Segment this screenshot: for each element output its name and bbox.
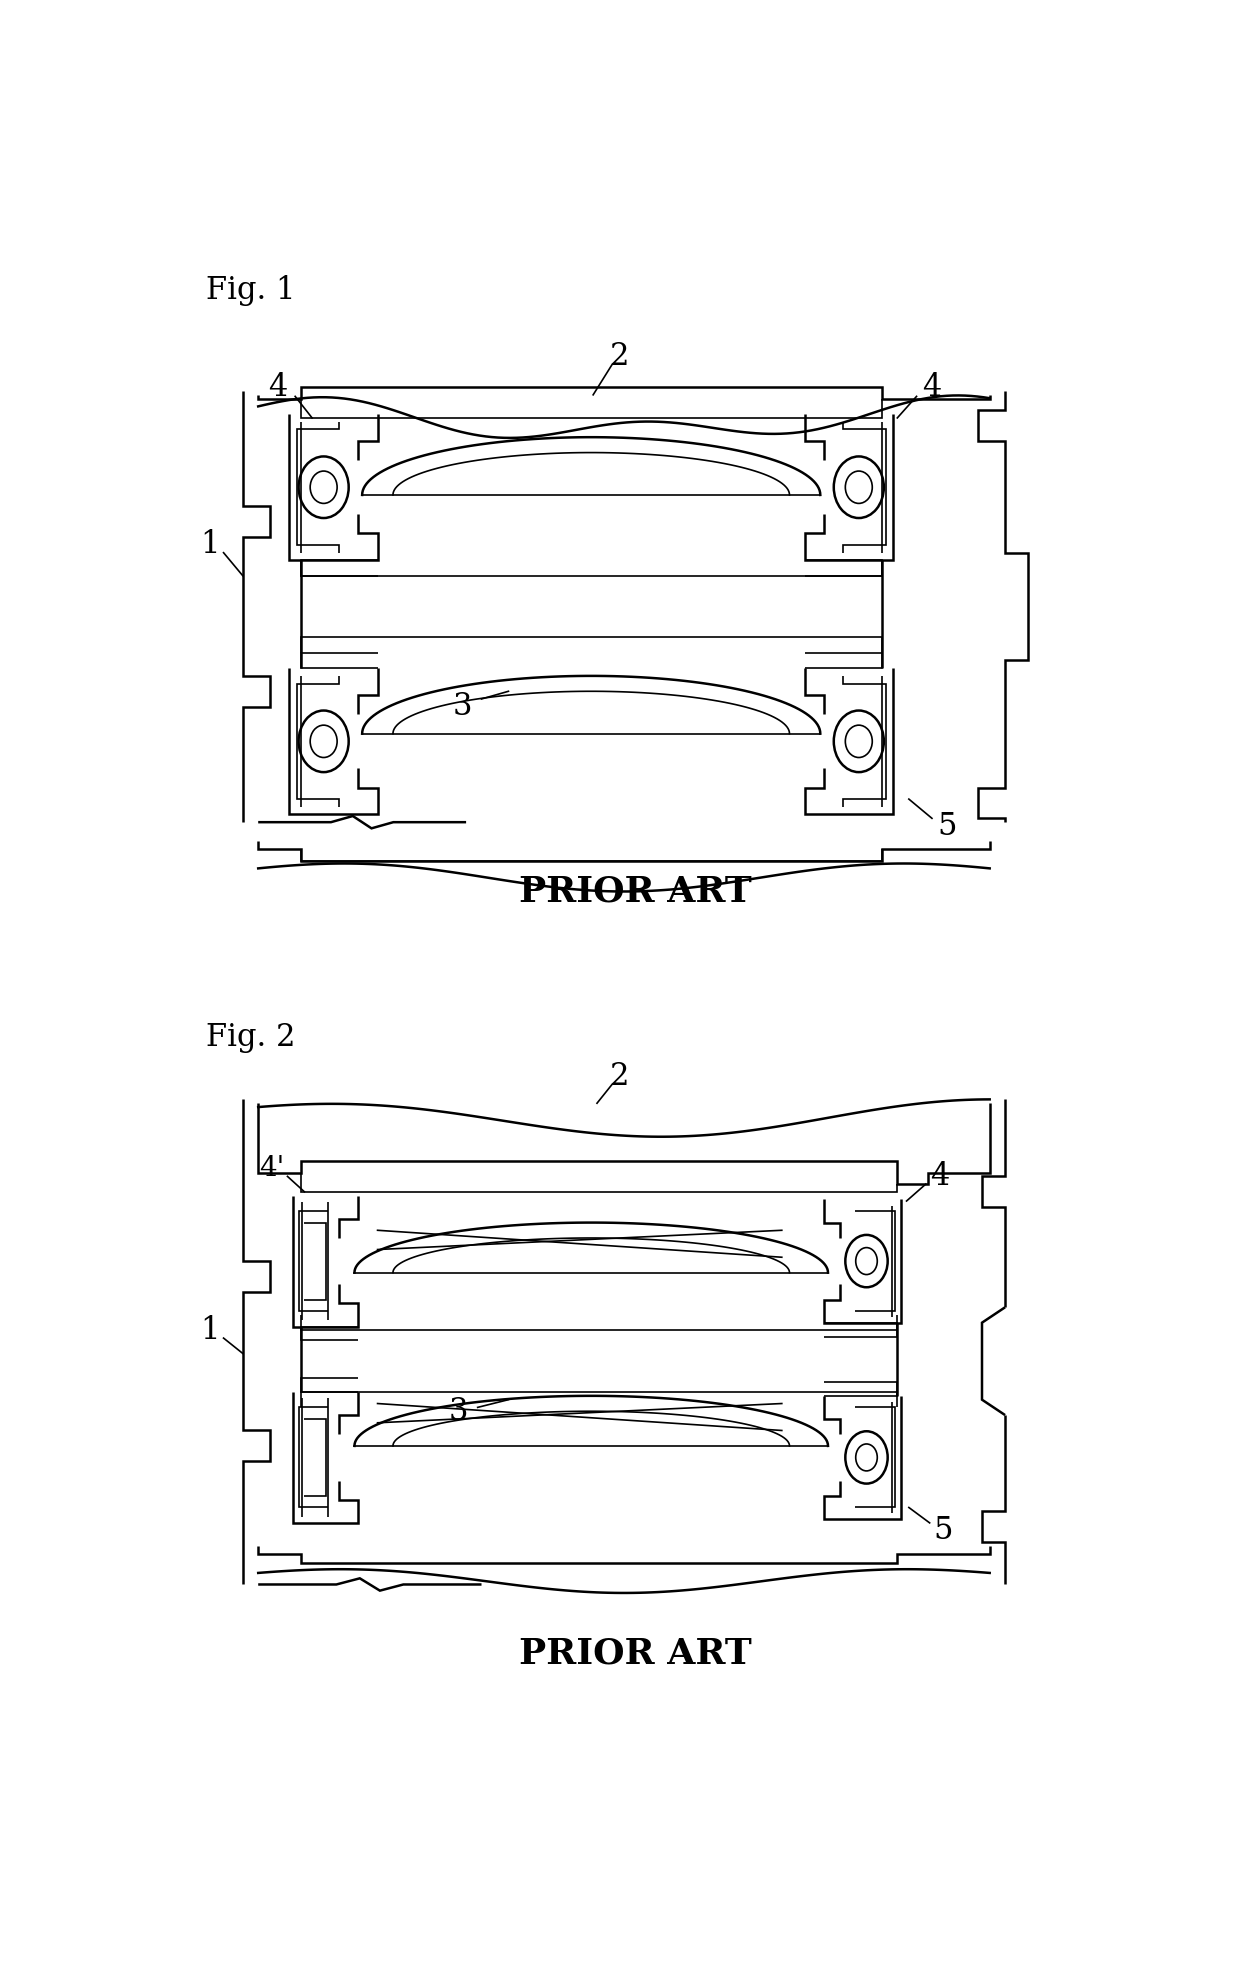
- Text: 2: 2: [610, 341, 630, 373]
- Text: 4: 4: [268, 371, 288, 402]
- Text: 5: 5: [934, 1515, 954, 1546]
- Text: 1: 1: [201, 530, 221, 561]
- Text: 4': 4': [259, 1156, 285, 1183]
- Text: 3: 3: [449, 1395, 469, 1426]
- Text: 4: 4: [930, 1162, 950, 1191]
- Text: 2: 2: [610, 1061, 630, 1091]
- Text: 1: 1: [201, 1315, 221, 1346]
- Text: 5: 5: [937, 810, 957, 842]
- Text: Fig. 1: Fig. 1: [206, 275, 295, 306]
- Text: PRIOR ART: PRIOR ART: [520, 875, 751, 908]
- Text: 3: 3: [453, 691, 472, 722]
- Text: 4: 4: [923, 371, 941, 402]
- Text: PRIOR ART: PRIOR ART: [520, 1636, 751, 1672]
- Text: Fig. 2: Fig. 2: [206, 1022, 295, 1054]
